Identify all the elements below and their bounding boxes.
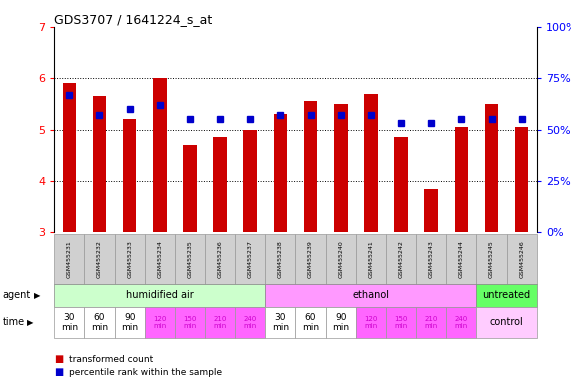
Text: 60
min: 60 min [91, 313, 108, 332]
Text: 90
min: 90 min [332, 313, 349, 332]
Text: GSM455239: GSM455239 [308, 240, 313, 278]
Bar [364, 94, 377, 232]
Text: time: time [3, 317, 25, 328]
Bar [153, 78, 167, 232]
Text: GSM455246: GSM455246 [519, 240, 524, 278]
Text: GSM455235: GSM455235 [187, 240, 192, 278]
Text: 120
min: 120 min [153, 316, 167, 329]
Text: GSM455233: GSM455233 [127, 240, 132, 278]
Bar [214, 137, 227, 232]
Bar [183, 145, 197, 232]
Bar [123, 119, 136, 232]
Bar [63, 83, 76, 232]
Text: 90
min: 90 min [121, 313, 138, 332]
Text: GSM455234: GSM455234 [157, 240, 162, 278]
Bar [93, 96, 106, 232]
Text: percentile rank within the sample: percentile rank within the sample [69, 368, 222, 377]
Text: ethanol: ethanol [352, 290, 389, 300]
Text: ▶: ▶ [27, 318, 33, 327]
Text: ■: ■ [54, 367, 63, 377]
Text: GSM455241: GSM455241 [368, 240, 373, 278]
Text: GSM455232: GSM455232 [97, 240, 102, 278]
Bar [515, 127, 528, 232]
Text: 30
min: 30 min [61, 313, 78, 332]
Text: 150
min: 150 min [395, 316, 408, 329]
Bar [243, 130, 257, 232]
Text: GSM455244: GSM455244 [459, 240, 464, 278]
Text: ▶: ▶ [34, 291, 41, 300]
Text: humidified air: humidified air [126, 290, 194, 300]
Bar [485, 104, 498, 232]
Text: 150
min: 150 min [183, 316, 196, 329]
Text: GSM455238: GSM455238 [278, 240, 283, 278]
Text: GSM455231: GSM455231 [67, 240, 72, 278]
Bar [304, 101, 317, 232]
Text: 240
min: 240 min [244, 316, 257, 329]
Bar [424, 189, 438, 232]
Text: 210
min: 210 min [424, 316, 438, 329]
Text: 240
min: 240 min [455, 316, 468, 329]
Text: 210
min: 210 min [214, 316, 227, 329]
Text: untreated: untreated [482, 290, 530, 300]
Text: GSM455243: GSM455243 [429, 240, 434, 278]
Text: GSM455237: GSM455237 [248, 240, 253, 278]
Text: GSM455245: GSM455245 [489, 240, 494, 278]
Text: agent: agent [3, 290, 31, 300]
Text: 30
min: 30 min [272, 313, 289, 332]
Text: ■: ■ [54, 354, 63, 364]
Bar [394, 137, 408, 232]
Bar [274, 114, 287, 232]
Text: GSM455236: GSM455236 [218, 240, 223, 278]
Text: GSM455242: GSM455242 [399, 240, 404, 278]
Text: 60
min: 60 min [302, 313, 319, 332]
Bar [455, 127, 468, 232]
Text: transformed count: transformed count [69, 354, 153, 364]
Text: 120
min: 120 min [364, 316, 377, 329]
Text: GDS3707 / 1641224_s_at: GDS3707 / 1641224_s_at [54, 13, 212, 26]
Text: GSM455240: GSM455240 [338, 240, 343, 278]
Bar [334, 104, 348, 232]
Text: control: control [490, 317, 524, 328]
